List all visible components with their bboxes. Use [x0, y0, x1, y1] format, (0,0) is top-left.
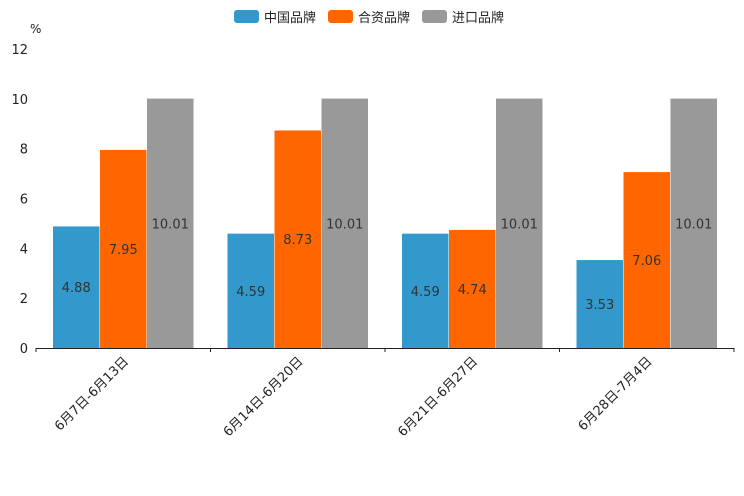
bar-data-label: 3.53: [585, 298, 614, 313]
bar-data-label: 10.01: [501, 217, 538, 232]
bar-data-label: 8.73: [283, 233, 312, 248]
legend-swatch-china-brand: [234, 10, 259, 23]
bar: [100, 149, 147, 348]
legend-item-jv-brand[interactable]: 合资品牌: [328, 7, 410, 26]
bar: [576, 260, 623, 348]
y-tick-label: 10: [11, 93, 28, 108]
y-axis-unit: %: [30, 22, 42, 36]
bar-data-label: 10.01: [326, 217, 363, 232]
bar-data-label: 7.95: [109, 243, 138, 258]
bar: [147, 98, 194, 348]
bar-data-label: 4.59: [411, 285, 440, 300]
legend-swatch-import-brand: [422, 10, 448, 23]
bar-data-label: 4.88: [62, 281, 91, 296]
bar: [449, 229, 496, 348]
bar: [274, 130, 321, 348]
legend-label-china-brand: 中国品牌: [264, 11, 317, 26]
bar-data-label: 10.01: [152, 217, 189, 232]
legend-label-jv-brand: 合资品牌: [358, 11, 411, 26]
bar-data-label: 10.01: [675, 217, 712, 232]
legend: 中国品牌 合资品牌 进口品牌: [234, 7, 504, 26]
x-tick-label: 6月21日-6月27日: [395, 354, 481, 440]
bar: [321, 98, 368, 348]
y-tick-label: 12: [11, 43, 28, 58]
x-tick-label: 6月14日-6月20日: [221, 354, 307, 440]
bar: [623, 172, 670, 348]
y-tick-label: 8: [20, 143, 28, 158]
x-tick-label: 6月7日-6月13日: [52, 354, 132, 434]
bar-data-label: 4.74: [458, 283, 487, 298]
y-tick-label: 2: [20, 292, 28, 307]
bar-data-label: 4.59: [236, 285, 265, 300]
bar: [53, 226, 100, 348]
y-tick-label: 0: [20, 342, 28, 357]
bar-data-label: 7.06: [632, 254, 661, 269]
bar: [670, 98, 717, 348]
bar: [402, 233, 449, 348]
legend-label-import-brand: 进口品牌: [452, 11, 505, 26]
legend-item-china-brand[interactable]: 中国品牌: [234, 7, 316, 26]
legend-swatch-jv-brand: [328, 10, 354, 23]
legend-item-import-brand[interactable]: 进口品牌: [422, 7, 504, 26]
y-tick-label: 6: [20, 193, 28, 208]
x-tick-label: 6月28日-7月4日: [576, 354, 656, 434]
y-tick-label: 4: [20, 242, 28, 257]
bar: [227, 233, 274, 348]
bar: [496, 98, 543, 348]
